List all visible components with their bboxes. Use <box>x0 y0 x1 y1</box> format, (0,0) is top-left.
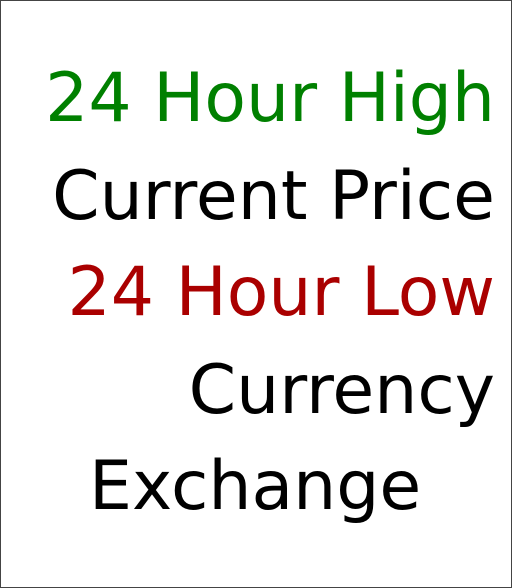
current-price-label: Current Price <box>52 157 495 236</box>
currency-label: Currency <box>188 351 495 430</box>
high-price-label: 24 Hour High <box>45 59 495 138</box>
exchange-label: Exchange <box>89 447 422 526</box>
low-price-label: 24 Hour Low <box>67 253 495 332</box>
